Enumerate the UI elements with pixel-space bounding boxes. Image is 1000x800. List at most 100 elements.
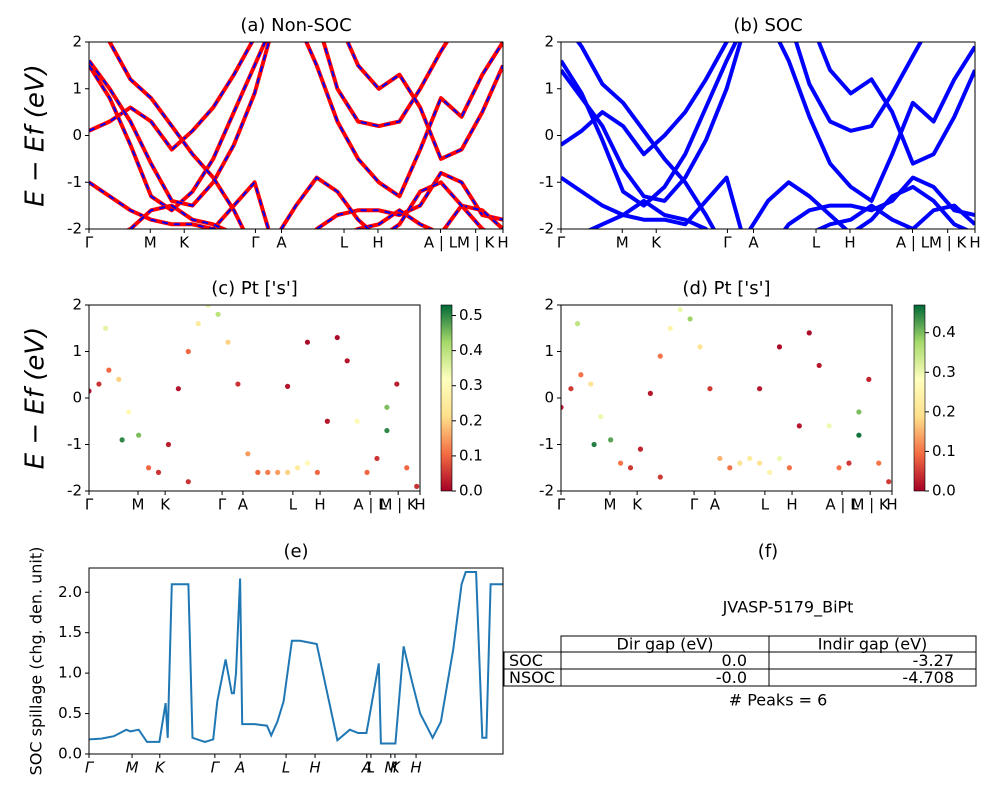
weight-point [598,414,604,420]
x-tick-label: H [309,759,320,777]
weight-point [364,469,370,475]
spillage-line [89,571,503,745]
band-dash [89,42,503,212]
y-tick-label: 2.0 [58,583,82,601]
x-tick-label: H [786,496,797,514]
x-tick-label: H [497,234,508,252]
y-tick-label: 2 [544,33,554,51]
weight-point [786,465,792,471]
y-tick-label: 0 [72,126,82,144]
bands [89,42,503,229]
spillage [89,571,503,745]
x-tick-label: H [410,759,421,777]
weight-point [886,479,892,485]
panel-title: (b) SOC [733,15,802,36]
weight-point [796,423,802,429]
x-tick-label: L [340,234,349,252]
weight-point [225,339,231,345]
weight-point [591,441,597,448]
y-tick-label: 1 [544,79,554,97]
weight-point [195,321,201,327]
weight-point [106,367,112,373]
weight-point [876,460,882,466]
x-tick-label: K [390,759,401,777]
weight-point [637,446,644,452]
x-tick-label: M | K [379,496,418,514]
weight-point [561,404,564,410]
x-tick-label: Γ [557,496,566,514]
x-tick-label: A [238,496,249,514]
colorbar-tick-label: 0.3 [932,363,956,381]
axes-frame [88,41,504,230]
points [89,305,420,489]
weight-point [235,381,241,387]
weight-point [717,455,723,462]
points [561,307,892,485]
weight-point [324,418,330,424]
band [125,203,503,229]
colorbar-tick-label: 0.4 [459,341,483,359]
axes-frame [560,41,976,230]
weight-point [846,460,852,466]
y-tick-label: -2 [539,220,554,238]
cell-text: -3.27 [913,651,954,670]
x-tick-label: H [414,496,425,514]
band [561,175,975,229]
x-tick-label: Γ [211,759,221,777]
weight-point [578,372,584,378]
x-tick-label: Γ [723,234,732,252]
axes-frame [88,567,504,755]
weight-point [344,358,350,364]
weight-point [757,386,763,392]
weight-point [285,383,291,389]
x-tick-label: Γ [85,759,95,777]
weight-point [766,469,773,475]
x-tick-label: M [144,234,157,252]
weight-point [707,386,713,392]
y-tick-label: -1 [67,173,82,191]
cell-text: NSOC [509,668,555,687]
y-axis-label: SOC spillage (chg. den. unit) [27,547,46,776]
band [575,42,970,229]
weight-point [119,437,125,443]
x-tick-label: M | K [851,496,890,514]
weight-point [737,460,743,466]
x-tick-label: M [616,234,629,252]
x-tick-label: K [160,496,171,514]
weight-point [285,469,291,475]
x-tick-label: A [361,759,372,777]
panel-title: (a) Non-SOC [240,15,351,36]
weight-point [275,469,281,475]
y-tick-label: 1.0 [58,664,82,682]
x-tick-label: A | L [353,496,387,514]
weight-point [384,427,390,434]
weight-point [165,441,172,448]
weight-point [588,381,594,387]
panel-title: (f) [758,541,778,562]
x-tick-label: L [289,496,298,514]
band-dash [89,42,448,151]
y-axis-label: E − Ef (eV) [21,64,51,207]
weight-point [255,469,261,475]
y-tick-label: 2 [72,33,82,51]
colorbar-tick-label: 0.0 [459,482,483,500]
x-tick-label: K [651,234,662,252]
y-tick-label: 2 [72,296,82,314]
y-tick-label: -1 [539,435,554,453]
x-tick-label: M [604,496,617,514]
weight-point [245,451,251,457]
x-tick-label: M [132,496,145,514]
band [89,42,450,152]
y-tick-label: 0 [72,389,82,407]
weight-point [175,386,181,392]
x-tick-label: K [632,496,643,514]
weight-point [677,307,683,313]
x-tick-label: H [314,496,325,514]
y-tick-label: 0 [544,126,554,144]
y-tick-label: -2 [539,482,554,500]
y-axis-label: E − Ef (eV) [21,327,51,470]
colorbar [440,304,453,492]
colorbar-tick-label: 0.0 [932,482,956,500]
colorbar [913,304,926,492]
